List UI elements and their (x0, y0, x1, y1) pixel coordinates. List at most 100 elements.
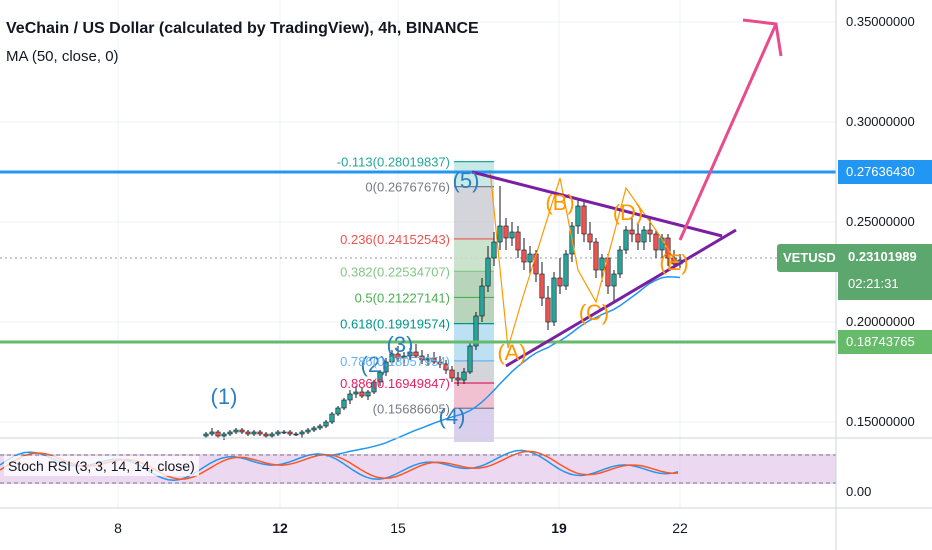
candle-body (467, 345, 473, 373)
candle-body (623, 229, 629, 251)
candle-body (347, 393, 353, 401)
candle-body (527, 253, 533, 263)
support-price-label: 0.18743765 (838, 330, 932, 354)
candle-body (497, 225, 503, 243)
candle-body (539, 273, 545, 299)
price-tick-label: 0.15000000 (846, 414, 915, 429)
candle-body (395, 353, 401, 359)
fib-level-label: (0.15686605) (373, 401, 450, 416)
candle-body (449, 369, 455, 379)
bar-countdown: 02:21:31 (848, 276, 899, 291)
candle-body (647, 229, 653, 235)
candle-body (617, 249, 623, 275)
projection-arrow-head (742, 18, 783, 57)
candle-body (263, 433, 269, 437)
candle-body (299, 431, 305, 435)
time-tick-label: 22 (672, 520, 688, 536)
candle-body (353, 391, 359, 395)
candle-body (251, 431, 257, 435)
candle-body (293, 433, 299, 436)
candle-body (437, 361, 443, 365)
fib-level-label: 0.786(0.18057954) (340, 354, 450, 369)
candle-body (551, 277, 557, 323)
chart-title: VeChain / US Dollar (calculated by Tradi… (6, 20, 479, 37)
triangle-wave-label: (D) (613, 200, 644, 225)
wave-labels: (1) (2)(3) (4) (5) (A) (B) (C) (D) (E) (211, 168, 689, 429)
time-tick-label: 19 (551, 520, 567, 536)
fib-level-label: 0.382(0.22534707) (340, 264, 450, 279)
candle-body (311, 427, 317, 431)
candle-body (431, 357, 437, 363)
candle-body (239, 429, 245, 433)
impulse-wave-label: (1) (211, 384, 238, 409)
candle-body (425, 357, 431, 361)
candle-body (503, 225, 509, 239)
candle-body (365, 391, 371, 397)
candle-body (575, 205, 581, 227)
fib-level-label: 0.618(0.19919574) (340, 317, 450, 332)
ma-line (325, 276, 681, 457)
indicator-label[interactable]: MA (50, close, 0) (6, 48, 119, 65)
time-tick-label: 15 (390, 520, 406, 536)
candle-body (485, 257, 491, 287)
candle-body (287, 431, 293, 435)
candle-body (413, 351, 419, 357)
candle-body (659, 237, 665, 251)
triangle-lower-line (505, 228, 737, 368)
candle-body (443, 363, 449, 371)
fib-level-label: 0(0.26767676) (365, 180, 450, 195)
candle-body (563, 253, 569, 287)
candle-body (227, 431, 233, 435)
impulse-wave-label: (2) (361, 352, 388, 377)
fib-zone (454, 161, 494, 187)
price-tick-label: 0.25000000 (846, 214, 915, 229)
candle-body (221, 433, 227, 437)
time-tick-label: 8 (114, 520, 122, 536)
stoch-rsi-label[interactable]: Stoch RSI (3, 3, 14, 14, close) (4, 456, 199, 476)
projection-arrow (678, 23, 778, 241)
candle-body (377, 371, 383, 383)
candle-body (593, 241, 599, 271)
candle-body (629, 229, 635, 235)
time-tick-label: 12 (272, 520, 288, 536)
last-price-label: 0.23101989 (848, 249, 917, 264)
candle-body (515, 231, 521, 251)
fib-zone (454, 383, 494, 409)
candle-body (281, 431, 287, 434)
candle-body (491, 241, 497, 259)
fibonacci-retracement (454, 161, 494, 442)
triangle-wave-label: (C) (579, 300, 610, 325)
candle-body (635, 233, 641, 243)
symbol-tag: VETUSD (777, 244, 842, 272)
price-tick-label: 0.20000000 (846, 314, 915, 329)
triangle-wave-label: (A) (497, 340, 526, 365)
candle-body (383, 361, 389, 373)
candle-body (581, 205, 587, 235)
candle-body (323, 421, 329, 427)
triangle-wave-label: (E) (659, 250, 688, 275)
candle-body (335, 407, 341, 415)
price-tick-label: 0.35000000 (846, 14, 915, 29)
candle-body (389, 353, 395, 363)
candle-body (209, 431, 215, 435)
candle-body (509, 231, 515, 239)
candle-body (329, 413, 335, 423)
candle-body (269, 433, 275, 437)
candle-body (587, 233, 593, 243)
triangle-upper-line (471, 170, 723, 238)
fib-level-label: 0.5(0.21227141) (355, 290, 450, 305)
candle-body (203, 433, 209, 437)
impulse-wave-label: (4) (439, 404, 466, 429)
candle-body (653, 233, 659, 251)
impulse-wave-label: (5) (453, 168, 480, 193)
candle-body (521, 249, 527, 263)
candle-body (275, 431, 281, 435)
fib-level-label: 0.886(0.16949847) (340, 376, 450, 391)
last-price-box (838, 244, 932, 300)
candle-body (461, 371, 467, 381)
candle-body (317, 425, 323, 429)
triangle-wave-label: (B) (545, 190, 574, 215)
candle-body (359, 391, 365, 397)
oscillator-axis-label: 0.00 (846, 484, 872, 499)
